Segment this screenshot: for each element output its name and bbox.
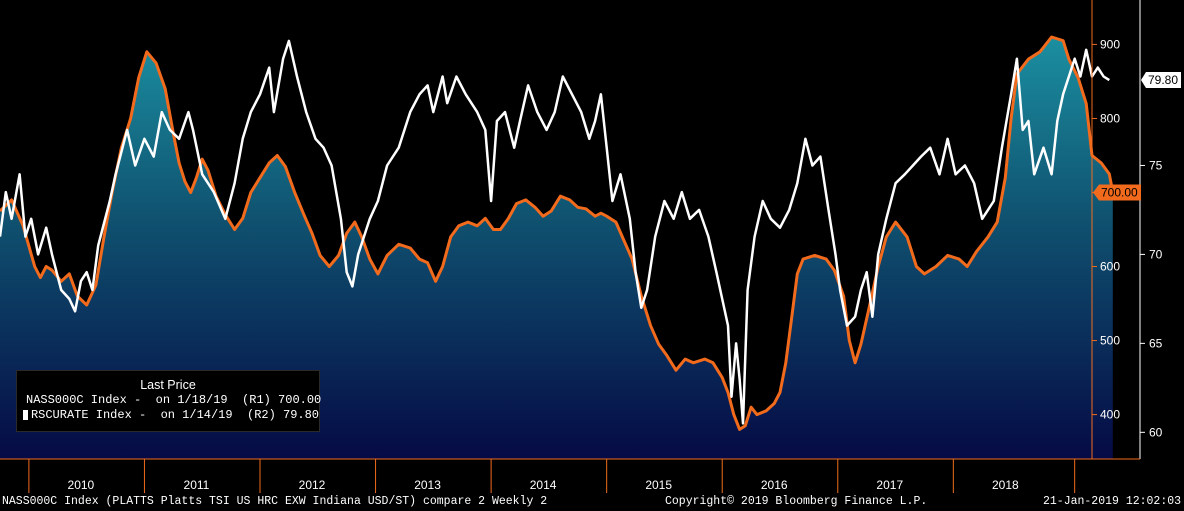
nass000c-last-value: 700.00 [1101, 185, 1138, 199]
nass000c-line [0, 35, 1115, 431]
axis-r1-tick-label: 400 [1100, 408, 1120, 422]
legend-swatch-white [23, 410, 28, 420]
x-axis-label: 2010 [68, 478, 95, 492]
x-axis-label: 2013 [414, 478, 441, 492]
axis-r2-tick-label: 70 [1149, 247, 1163, 261]
x-axis-label: 2018 [992, 478, 1019, 492]
legend-entry-rscurate: RSCURATE Index - on 1/14/19 (R2) 79.80 [23, 408, 319, 422]
x-axis-label: 2016 [761, 478, 788, 492]
axis-r2-tick-label: 75 [1149, 158, 1163, 172]
footer: NASS000C Index (PLATTS Platts TSI US HRC… [0, 495, 1184, 511]
legend-entry-nass000c-label: NASS000C Index - on 1/18/19 (R1) 700.00 [26, 393, 322, 407]
legend-entry-rscurate-label: RSCURATE Index - on 1/14/19 (R2) 79.80 [30, 408, 319, 422]
axis-r2-tick-label: 65 [1149, 336, 1163, 350]
nass000c-last-value-tag [1093, 184, 1141, 201]
footer-series-description: NASS000C Index (PLATTS Platts TSI US HRC… [2, 495, 548, 508]
rscurate-last-value: 79.80 [1148, 73, 1178, 87]
footer-copyright: Copyright© 2019 Bloomberg Finance L.P. [665, 495, 928, 508]
x-axis-label: 2014 [530, 478, 557, 492]
nass000c-area [0, 37, 1113, 459]
footer-timestamp: 21-Jan-2019 12:02:03 [1043, 495, 1182, 508]
axis-r1-tick-label: 900 [1100, 37, 1120, 51]
axis-r2-tick-label: 60 [1149, 425, 1163, 439]
axis-r1-tick-label: 500 [1100, 334, 1120, 348]
legend-title: Last Price [140, 378, 196, 392]
rscurate-last-value-tag [1141, 72, 1181, 89]
rscurate-line [0, 39, 1110, 425]
axis-r1-tick-label: 800 [1100, 111, 1120, 125]
x-axis-label: 2015 [645, 478, 672, 492]
x-axis-label: 2012 [299, 478, 326, 492]
x-axis-label: 2011 [184, 478, 210, 492]
legend: Last Price NASS000C Index - on 1/18/19 (… [16, 370, 322, 432]
axis-r1-tick-label: 600 [1100, 260, 1120, 274]
x-axis-label: 2017 [876, 478, 903, 492]
legend-entry-nass000c: NASS000C Index - on 1/18/19 (R1) 700.00 [23, 393, 322, 407]
